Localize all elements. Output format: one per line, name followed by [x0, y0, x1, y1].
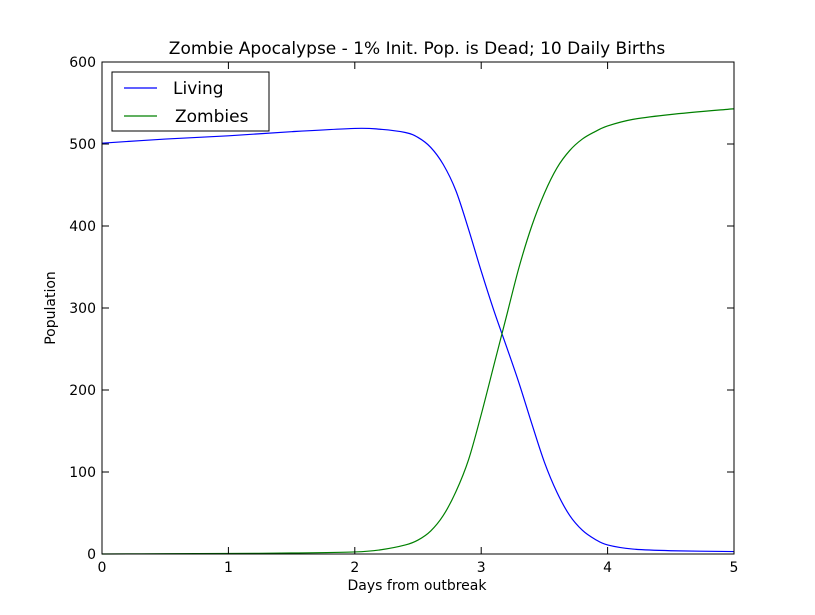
y-axis-label: Population: [43, 271, 59, 345]
y-tick-label: 200: [69, 383, 96, 399]
series-line-living: [101, 127, 735, 553]
y-axis-ticks: 0 100 200 300 400 500 600: [69, 55, 734, 563]
x-tick-label: 4: [603, 560, 612, 576]
x-tick-label: 1: [224, 560, 233, 576]
y-tick-label: 500: [69, 137, 96, 153]
legend: Living Zombies: [111, 71, 270, 132]
y-tick-label: 600: [69, 55, 96, 71]
series-layer: [101, 108, 735, 555]
y-tick-label: 400: [69, 219, 96, 235]
series-line-zombies: [101, 108, 735, 555]
x-axis-ticks: 0 1 2 3 4 5: [98, 62, 739, 576]
x-tick-label: 5: [730, 560, 739, 576]
legend-label-zombies: Zombies: [175, 107, 249, 127]
y-tick-label: 300: [69, 301, 96, 317]
y-tick-label: 100: [69, 465, 96, 481]
legend-box: [111, 71, 270, 132]
y-tick-label: 0: [87, 547, 96, 563]
x-tick-label: 0: [98, 560, 107, 576]
x-tick-label: 2: [350, 560, 359, 576]
chart-title: Zombie Apocalypse - 1% Init. Pop. is Dea…: [169, 39, 666, 59]
x-axis-label: Days from outbreak: [348, 578, 488, 594]
x-tick-label: 3: [477, 560, 486, 576]
legend-label-living: Living: [173, 79, 224, 99]
